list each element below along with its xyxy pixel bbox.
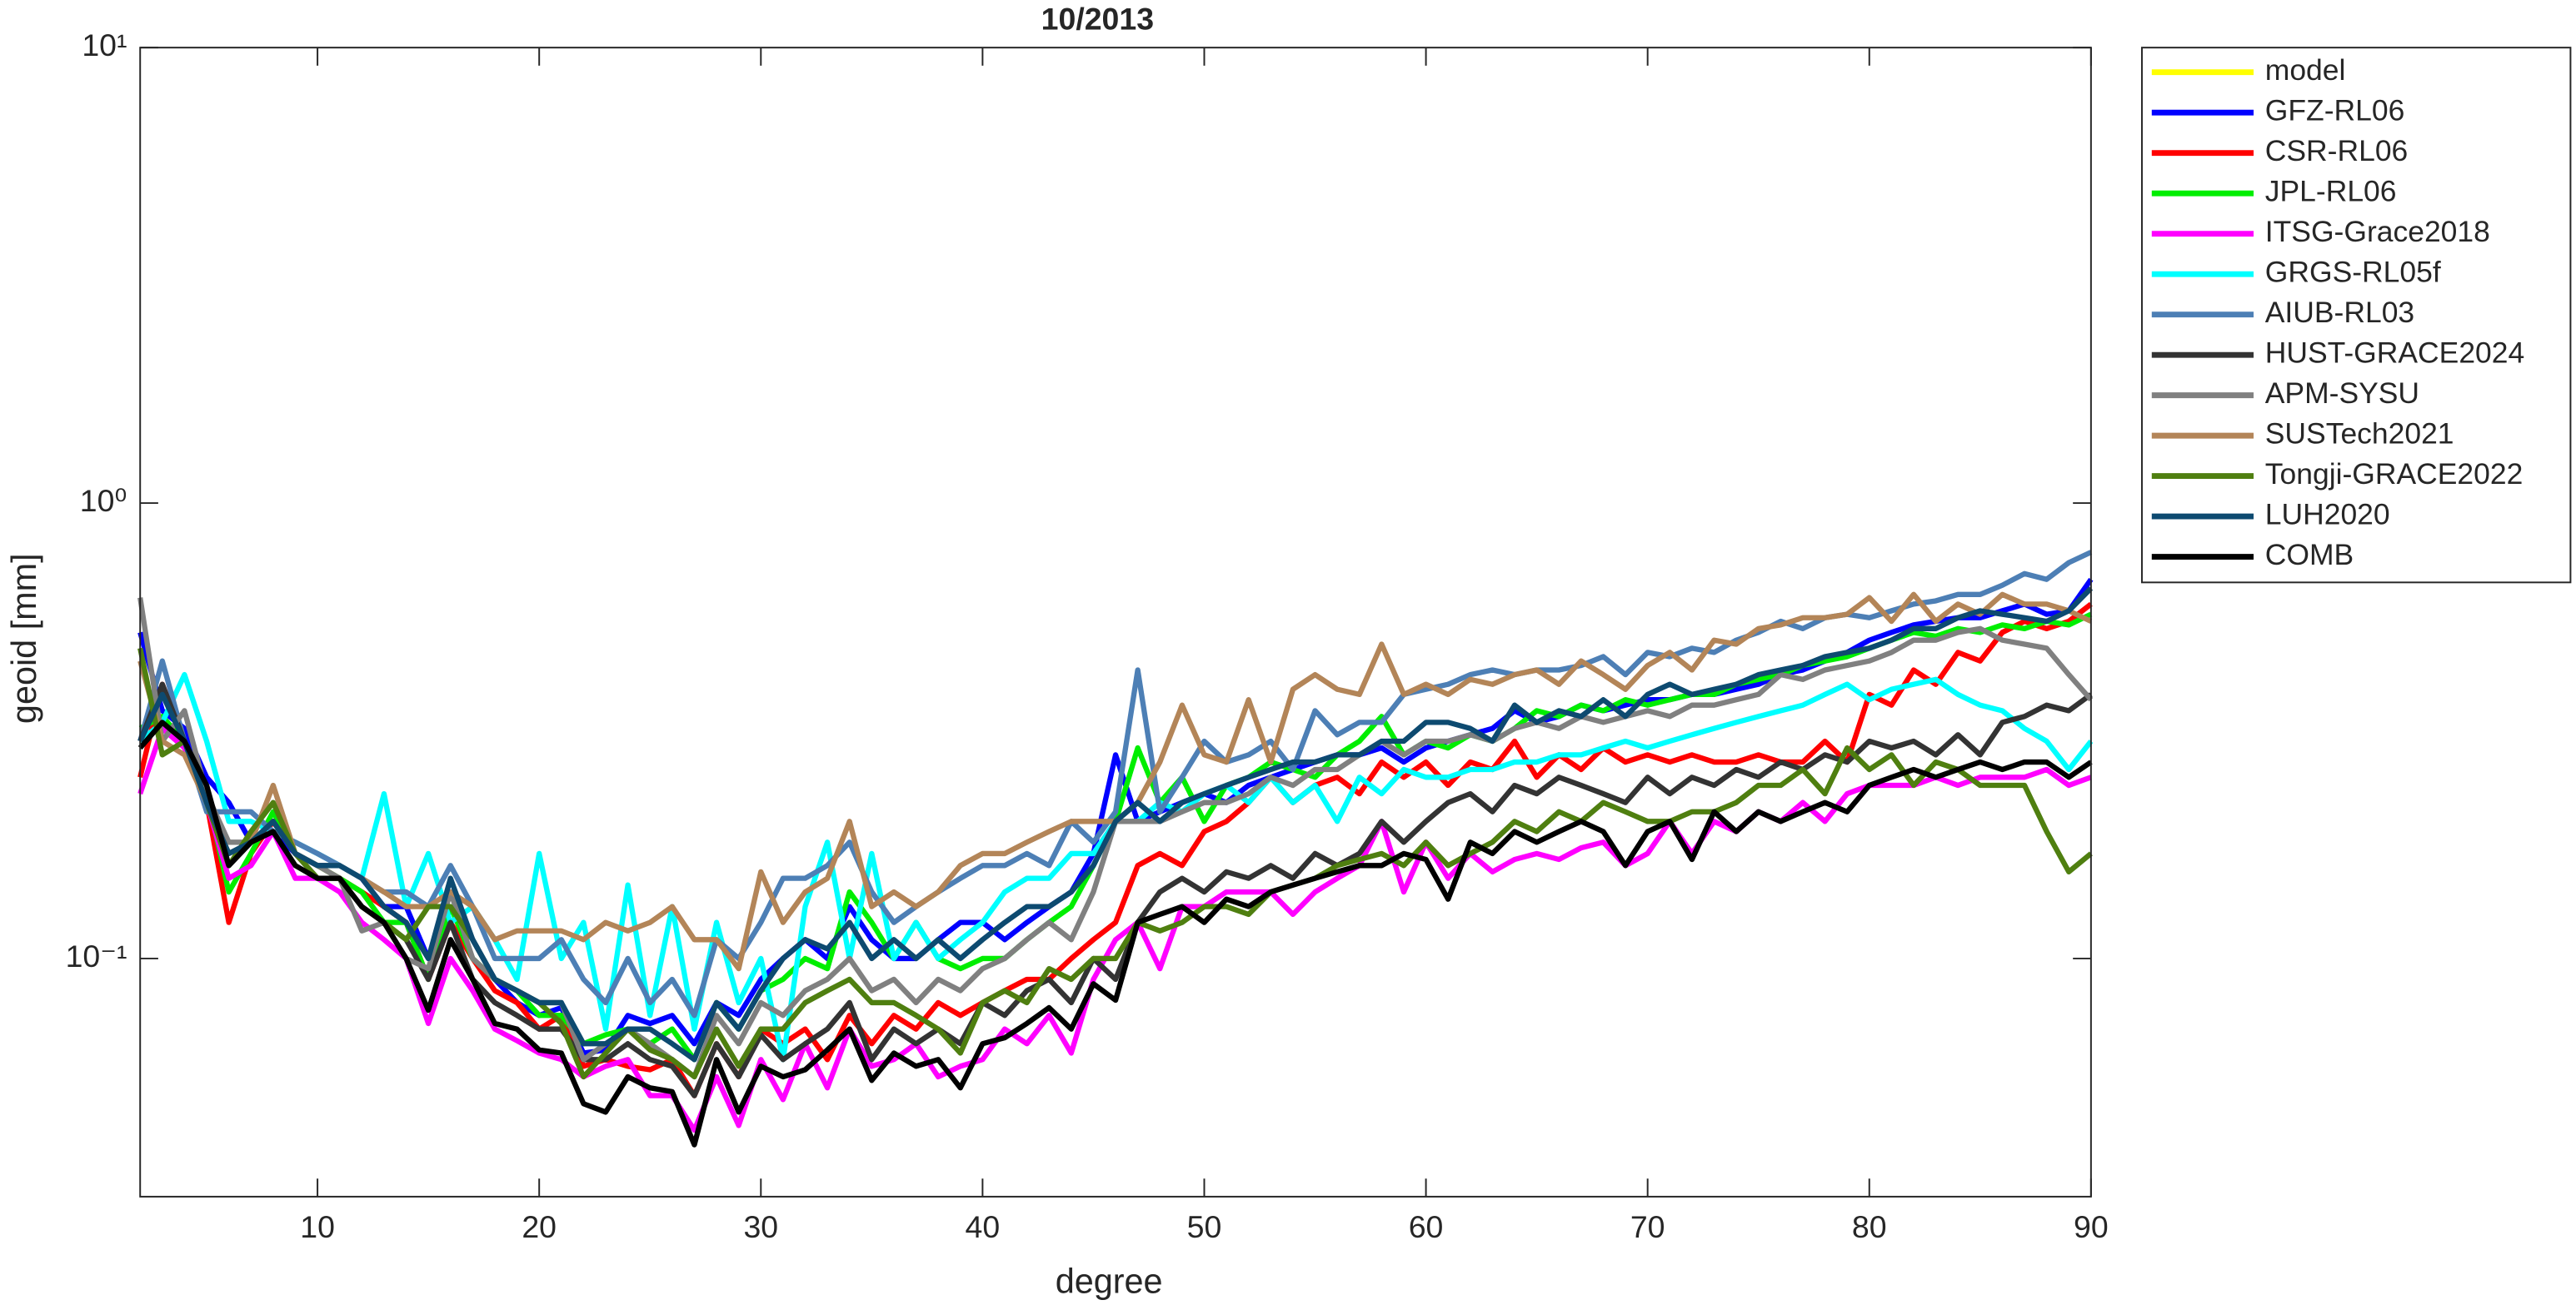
y-axis-label: geoid [mm] bbox=[5, 553, 43, 724]
series-line bbox=[137, 586, 2094, 1063]
axes-box bbox=[139, 47, 2092, 1198]
x-tick-label: 80 bbox=[1852, 1209, 1887, 1244]
x-tick-label: 50 bbox=[1187, 1209, 1222, 1244]
x-tick-label: 40 bbox=[966, 1209, 1001, 1244]
x-tick-label: 90 bbox=[2074, 1209, 2109, 1244]
x-tick-label: 20 bbox=[522, 1209, 557, 1244]
x-tick-label: 70 bbox=[1630, 1209, 1665, 1244]
series-line bbox=[137, 647, 2093, 1080]
x-tick-label: 60 bbox=[1409, 1209, 1444, 1244]
x-tick-label: 30 bbox=[743, 1209, 778, 1244]
legend-label: AIUB-RL03 bbox=[2265, 296, 2414, 329]
legend-label: CSR-RL06 bbox=[2265, 134, 2409, 167]
legend-label: LUH2020 bbox=[2265, 497, 2390, 530]
legend-label: Tongji-GRACE2022 bbox=[2265, 457, 2524, 491]
plot-area bbox=[140, 47, 2091, 1197]
series-line bbox=[137, 681, 2093, 1098]
chart-title: 10/2013 bbox=[1041, 2, 1154, 37]
y-tick-label: 10¹ bbox=[82, 27, 127, 62]
legend-label: COMB bbox=[2265, 538, 2354, 571]
legend-label: model bbox=[2265, 53, 2346, 87]
legend-label: JPL-RL06 bbox=[2265, 175, 2397, 208]
x-tick-label: 10 bbox=[300, 1209, 335, 1244]
y-tick-label: 10⁰ bbox=[80, 483, 127, 518]
series-layer bbox=[137, 550, 2094, 1148]
legend-label: GFZ-RL06 bbox=[2265, 94, 2405, 127]
x-axis-label: degree bbox=[1056, 1262, 1163, 1300]
legend-label: HUST-GRACE2024 bbox=[2265, 336, 2524, 370]
legend-label: APM-SYSU bbox=[2265, 376, 2419, 410]
legend-label: ITSG-Grace2018 bbox=[2265, 215, 2490, 248]
series-line bbox=[137, 720, 2093, 1148]
legend-label: SUSTech2021 bbox=[2265, 416, 2454, 450]
legend-label: GRGS-RL05f bbox=[2265, 256, 2441, 289]
y-tick-label: 10⁻¹ bbox=[66, 939, 127, 974]
